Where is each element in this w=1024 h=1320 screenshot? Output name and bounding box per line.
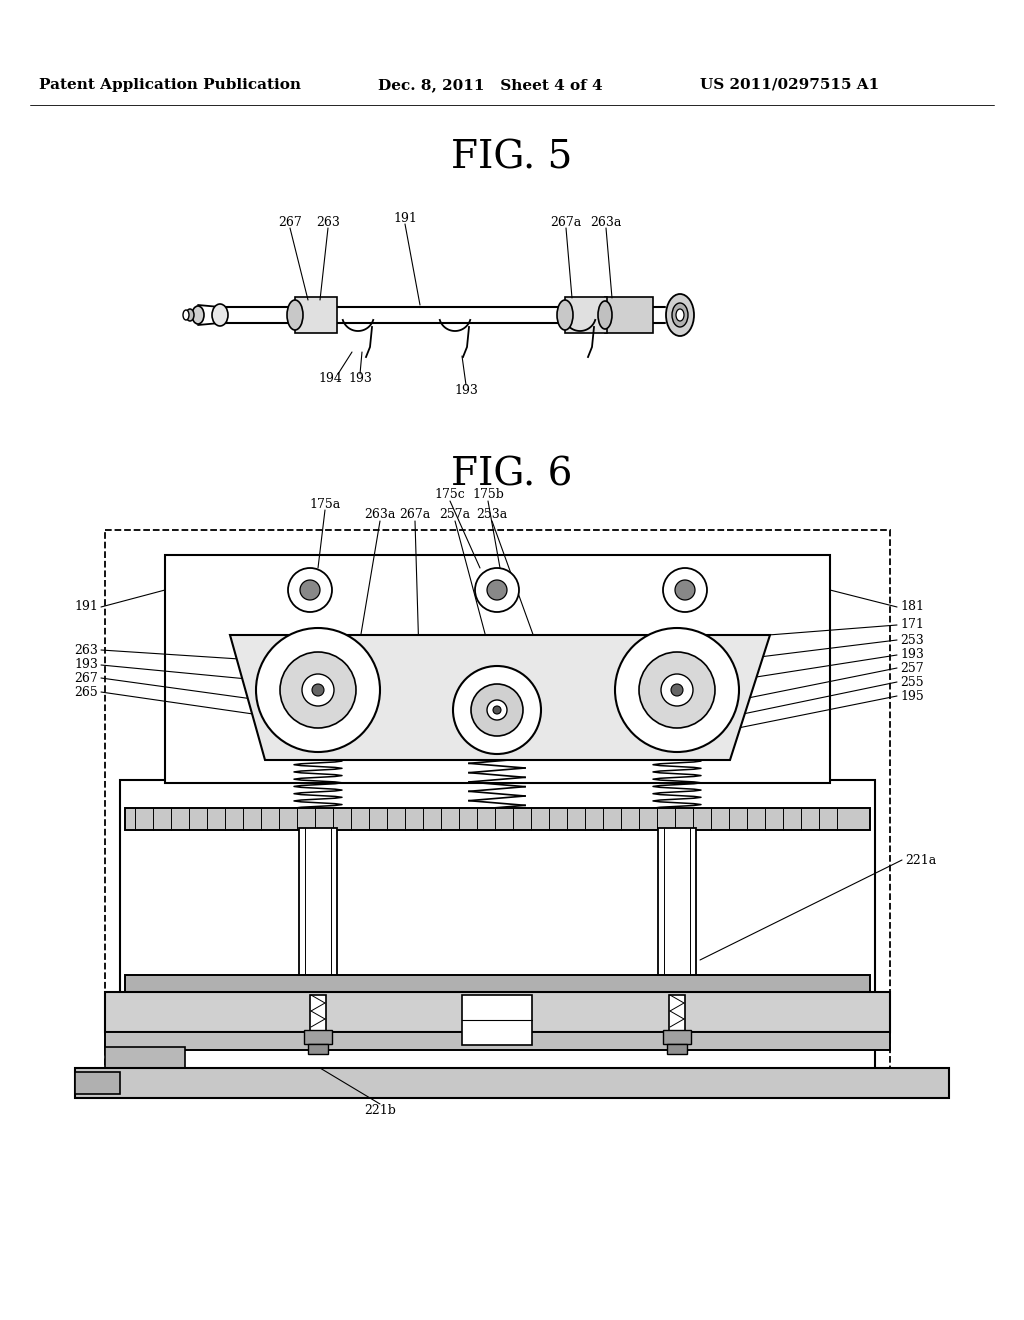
Text: 193: 193 [454,384,478,396]
Ellipse shape [287,300,303,330]
Text: 267a: 267a [399,508,431,521]
Ellipse shape [557,300,573,330]
Text: 221a: 221a [905,854,936,866]
Ellipse shape [672,304,688,327]
Circle shape [487,579,507,601]
Circle shape [663,568,707,612]
Ellipse shape [666,294,694,337]
Text: 263a: 263a [365,508,395,521]
Bar [75,1072,120,1094]
Text: 257: 257 [900,661,924,675]
Polygon shape [230,635,770,760]
Text: 263: 263 [74,644,98,656]
Text: 191: 191 [74,601,98,614]
Text: 175c: 175c [434,488,465,502]
Text: 267a: 267a [550,215,582,228]
Circle shape [675,579,695,601]
Circle shape [615,628,739,752]
Circle shape [300,579,319,601]
Bar [165,554,830,783]
Circle shape [312,684,324,696]
Text: 255: 255 [900,676,924,689]
Text: 263: 263 [316,215,340,228]
Bar [310,995,326,1049]
Bar [605,297,653,333]
Bar [658,828,696,979]
Ellipse shape [186,309,194,321]
Bar [105,1032,890,1049]
Bar [105,993,890,1032]
Text: 181: 181 [900,601,924,614]
Text: 191: 191 [393,211,417,224]
Ellipse shape [212,304,228,326]
Text: FIG. 6: FIG. 6 [452,457,572,494]
Circle shape [475,568,519,612]
Bar [125,975,870,995]
Text: 221b: 221b [365,1104,396,1117]
Circle shape [487,700,507,719]
Bar [75,1068,949,1098]
Text: 175b: 175b [472,488,504,502]
Bar [308,1044,328,1053]
Bar [462,995,532,1045]
Circle shape [662,675,693,706]
Text: 267: 267 [279,215,302,228]
Circle shape [471,684,523,737]
Text: 253: 253 [900,634,924,647]
Bar [669,995,685,1049]
Text: US 2011/0297515 A1: US 2011/0297515 A1 [700,78,880,92]
Text: 193: 193 [74,659,98,672]
Bar [663,1030,691,1044]
Circle shape [671,684,683,696]
Bar [125,808,870,830]
Text: FIG. 5: FIG. 5 [452,140,572,177]
Bar [667,1044,687,1053]
Ellipse shape [598,301,612,329]
Bar [295,297,337,333]
Text: Patent Application Publication: Patent Application Publication [39,78,301,92]
Circle shape [639,652,715,729]
Circle shape [493,706,501,714]
Ellipse shape [193,306,204,323]
Bar [565,297,607,333]
Ellipse shape [183,310,189,319]
Text: 175a: 175a [309,498,341,511]
Text: 193: 193 [348,371,372,384]
Text: Dec. 8, 2011   Sheet 4 of 4: Dec. 8, 2011 Sheet 4 of 4 [378,78,602,92]
Bar [105,1047,185,1074]
Text: 267: 267 [75,672,98,685]
Circle shape [288,568,332,612]
Bar [120,780,874,1074]
Text: 194: 194 [318,371,342,384]
Bar [299,828,337,979]
Bar [304,1030,332,1044]
Ellipse shape [676,309,684,321]
Text: 193: 193 [900,648,924,661]
Bar [105,531,890,1071]
Text: 195: 195 [900,689,924,702]
Text: 171: 171 [900,619,924,631]
Circle shape [256,628,380,752]
Circle shape [280,652,356,729]
Circle shape [453,667,541,754]
Text: 265: 265 [75,685,98,698]
Text: 253a: 253a [476,508,508,521]
Text: 263a: 263a [590,215,622,228]
Text: 257a: 257a [439,508,471,521]
Circle shape [302,675,334,706]
